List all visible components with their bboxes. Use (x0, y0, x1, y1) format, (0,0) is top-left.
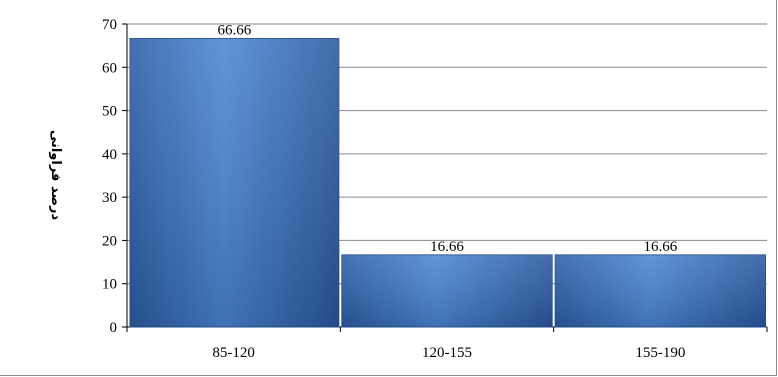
bar-shading (130, 38, 339, 327)
y-tick-label: 20 (102, 233, 117, 249)
bars (129, 37, 767, 328)
y-tick-label: 30 (102, 190, 117, 206)
labels: 0 10 20 30 40 50 60 70 66.66 85-120 16.66 120-155 16… (102, 17, 685, 361)
bar-shading (341, 254, 553, 327)
y-tick-label: 50 (102, 104, 117, 120)
data-label: 16.66 (430, 239, 464, 255)
x-tick-label: 155-190 (635, 345, 685, 361)
x-tick-label: 85-120 (212, 345, 255, 361)
data-label: 66.66 (218, 22, 252, 38)
y-axis-label: درصد فراوانی (48, 130, 63, 221)
y-tick-label: 70 (102, 17, 117, 33)
y-tick-label: 0 (110, 320, 118, 336)
data-label: 16.66 (643, 239, 677, 255)
y-tick-label: 10 (102, 277, 117, 293)
bar-shading (555, 254, 766, 327)
x-tick-label: 120-155 (422, 345, 472, 361)
y-tick-label: 60 (102, 60, 117, 76)
y-tick-label: 40 (102, 147, 117, 163)
